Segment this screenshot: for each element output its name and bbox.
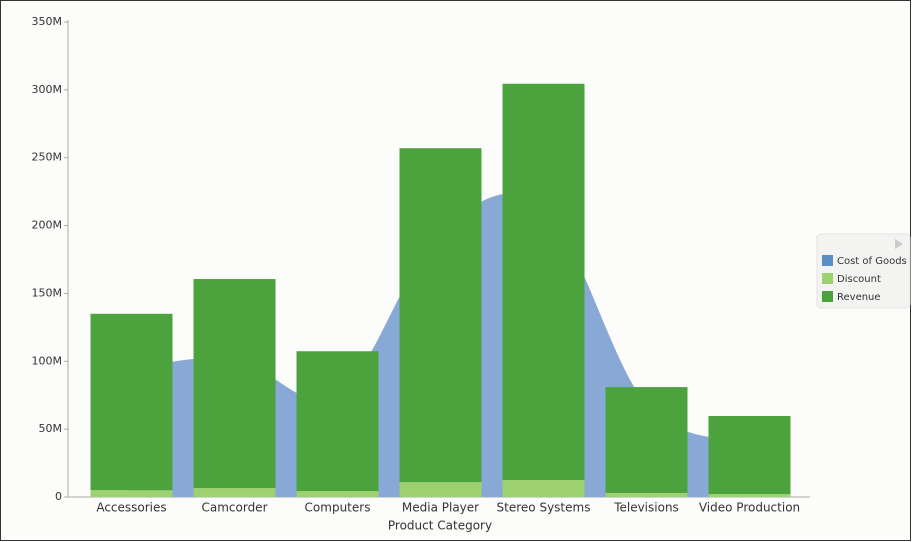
y-tick-label: 300M xyxy=(32,83,63,96)
bar xyxy=(193,488,276,497)
x-tick-label: Video Production xyxy=(699,501,800,515)
x-tick-label: Media Player xyxy=(402,501,479,515)
y-tick-label: 50M xyxy=(39,422,63,435)
x-tick-label: Accessories xyxy=(96,501,166,515)
bar xyxy=(708,494,791,497)
y-tick-label: 100M xyxy=(32,354,63,367)
legend-label: Revenue xyxy=(837,292,881,303)
bar xyxy=(502,480,585,497)
bar xyxy=(502,83,585,481)
legend-swatch xyxy=(822,273,833,284)
legend xyxy=(816,233,911,309)
x-tick-label: Camcorder xyxy=(201,501,267,515)
bar xyxy=(708,415,791,495)
legend-arrow[interactable] xyxy=(895,239,903,249)
legend-swatch xyxy=(822,255,833,266)
bar xyxy=(399,148,482,483)
legend-label: Cost of Goods xyxy=(837,256,907,267)
x-tick-label: Stereo Systems xyxy=(497,501,591,515)
y-tick-label: 0 xyxy=(55,490,62,503)
y-tick-label: 250M xyxy=(32,151,63,164)
legend-label: Discount xyxy=(837,274,881,285)
x-tick-label: Computers xyxy=(305,501,371,515)
y-tick-label: 200M xyxy=(32,219,63,232)
bar xyxy=(296,491,379,497)
x-tick-label: Televisions xyxy=(613,501,679,515)
bar xyxy=(90,490,173,497)
y-tick-label: 350M xyxy=(32,15,63,28)
bar xyxy=(90,313,173,491)
bar xyxy=(605,492,688,497)
y-tick-label: 150M xyxy=(32,286,63,299)
bar xyxy=(193,279,276,489)
bar xyxy=(296,351,379,492)
bar xyxy=(399,482,482,497)
bar xyxy=(605,387,688,493)
legend-swatch xyxy=(822,291,833,302)
x-axis-title: Product Category xyxy=(388,519,492,533)
